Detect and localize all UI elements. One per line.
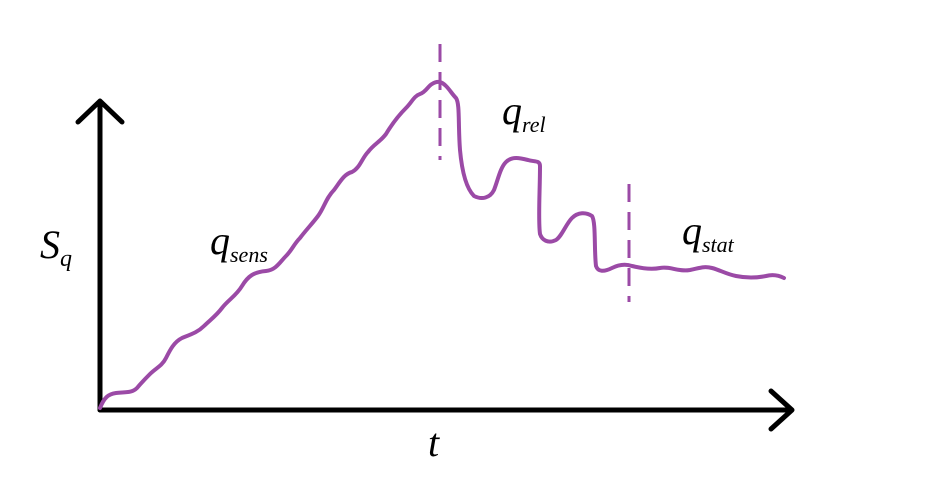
region-label-sens: qsens [210,218,268,267]
signal-curve [98,79,786,410]
region-label-rel: qrel [502,88,546,137]
x-axis-arrowhead [768,388,795,432]
axes [75,98,795,432]
y-axis-arrowhead [75,98,125,125]
region-label-stat: qstat [682,208,735,257]
x-axis-label: t [428,420,440,465]
y-axis-label: Sq [40,222,72,272]
